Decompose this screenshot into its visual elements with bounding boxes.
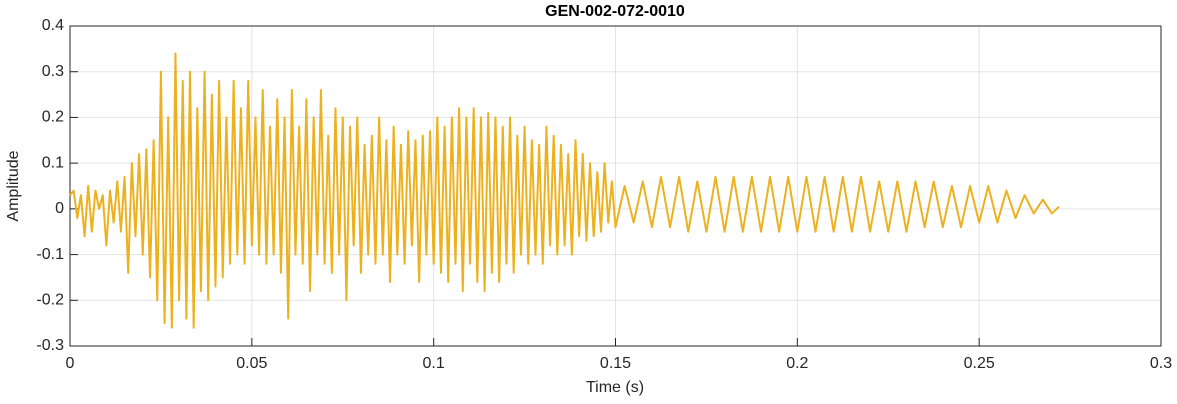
signal-line bbox=[69, 52, 1060, 329]
y-tick-label: 0.2 bbox=[42, 109, 64, 126]
y-axis-label: Amplitude bbox=[5, 150, 22, 221]
x-tick-label: 0.05 bbox=[236, 355, 267, 372]
x-tick-label: 0.1 bbox=[423, 355, 445, 372]
y-tick-label: -0.3 bbox=[36, 337, 64, 354]
y-tick-label: 0.1 bbox=[42, 154, 64, 171]
x-tick-label: 0.25 bbox=[964, 355, 995, 372]
y-tick-label: 0 bbox=[55, 200, 64, 217]
x-tick-label: 0.15 bbox=[600, 355, 631, 372]
x-tick-label: 0.2 bbox=[786, 355, 808, 372]
y-tick-label: 0.4 bbox=[42, 17, 64, 34]
y-tick-label: 0.3 bbox=[42, 63, 64, 80]
y-tick-label: -0.1 bbox=[36, 246, 64, 263]
x-tick-label: 0 bbox=[66, 355, 75, 372]
plot-frame bbox=[69, 25, 1162, 347]
y-tick-label: -0.2 bbox=[36, 292, 64, 309]
chart-title: GEN-002-072-0010 bbox=[545, 3, 685, 20]
x-tick-label: 0.3 bbox=[1150, 355, 1172, 372]
x-axis-label: Time (s) bbox=[586, 379, 644, 396]
